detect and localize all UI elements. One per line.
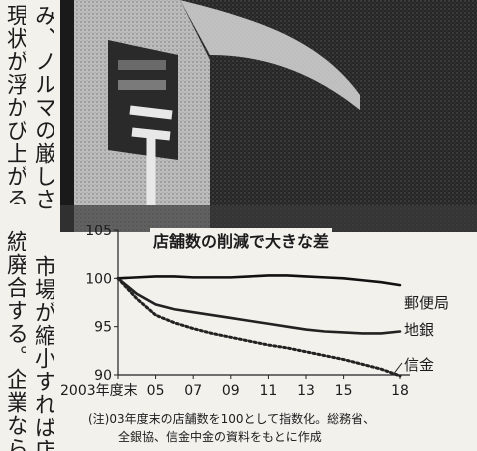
branch-count-chart: 90 95 100 105 2003年度末 05 07 09 11 13 15 18 郵便局地銀信金	[60, 225, 477, 451]
y-tick-label: 90	[94, 368, 112, 384]
post-office-photo	[60, 0, 477, 232]
y-tick-label: 95	[94, 320, 112, 336]
y-tick-label: 105	[85, 225, 112, 239]
x-tick-label: 07	[184, 383, 202, 399]
article-column-1: 現状が浮かび上がる。	[3, 4, 26, 204]
x-tick-label: 11	[259, 383, 277, 399]
chart-note-line-1: (注)03年度末の店舗数を100として指数化。総務省、	[88, 412, 376, 426]
chart-note-line-2: 全銀協、信金中金の資料をもとに作成	[118, 430, 322, 444]
article-column-4: 市場が縮小すれば店舗を	[31, 255, 54, 451]
series-line-2	[116, 276, 402, 378]
series-label: 信金	[404, 356, 434, 374]
x-tick-label: 09	[222, 383, 240, 399]
post-office-mark-icon	[129, 105, 173, 205]
article-column-3: 統廃合する。企業なら当然	[3, 230, 26, 451]
x-tick-label: 2003年度末	[60, 383, 138, 399]
x-tick-label: 05	[147, 383, 165, 399]
x-tick-label: 18	[391, 383, 409, 399]
series-label: 郵便局	[404, 294, 449, 312]
series-label: 地銀	[404, 321, 434, 339]
series-line-1	[116, 277, 402, 335]
series-leader-line	[393, 362, 403, 374]
x-tick-label: 13	[297, 383, 315, 399]
x-tick-label: 15	[335, 383, 353, 399]
article-column-2: み、ノルマの厳しさが増す	[31, 4, 54, 209]
y-tick-label: 100	[85, 271, 112, 287]
series-line-0	[116, 274, 402, 287]
chart-title: 店舗数の削減で大きな差	[150, 228, 333, 252]
